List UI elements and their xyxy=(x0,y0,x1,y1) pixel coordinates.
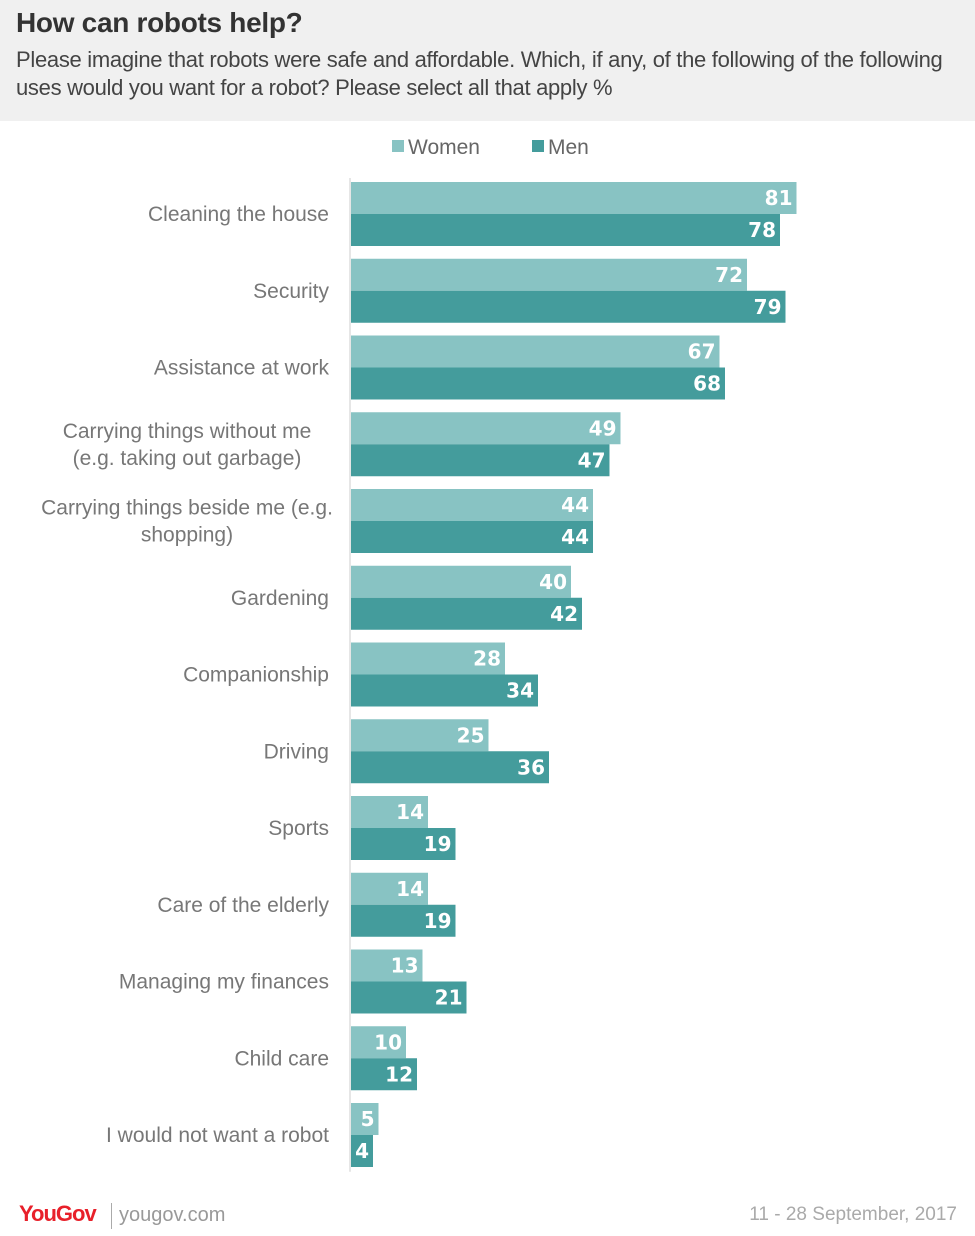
bar-women xyxy=(351,565,571,598)
chart-subtitle: Please imagine that robots were safe and… xyxy=(16,47,943,100)
legend-swatch-men xyxy=(532,140,544,153)
data-label: 78 xyxy=(748,218,776,242)
footer-divider xyxy=(111,1203,112,1229)
data-label: 81 xyxy=(765,186,793,210)
data-label: 28 xyxy=(473,647,501,671)
bar-men xyxy=(351,597,582,630)
category-label: Managing my finances xyxy=(119,971,329,994)
category-label: I would not want a robot xyxy=(106,1124,329,1147)
footer-url: yougov.com xyxy=(119,1204,226,1226)
bar-men xyxy=(351,674,538,707)
bar-men xyxy=(351,828,456,860)
bar-men xyxy=(351,444,610,477)
bar-women xyxy=(351,1026,406,1059)
bar-men xyxy=(351,904,456,937)
bar-women xyxy=(351,719,489,752)
bar-women xyxy=(351,182,797,214)
yougov-logo: YouGov xyxy=(19,1201,97,1226)
data-label: 49 xyxy=(589,416,617,440)
bar-women xyxy=(351,1103,379,1135)
data-label: 13 xyxy=(391,954,419,978)
header: How can robots help? Please imagine that… xyxy=(0,0,975,121)
category-label: Companionship xyxy=(183,664,329,687)
bar-group: Assistance at work 67 68 xyxy=(154,335,725,400)
data-label: 79 xyxy=(754,295,782,319)
data-label: 44 xyxy=(561,493,589,517)
bar-men xyxy=(351,981,467,1014)
data-label: 68 xyxy=(693,372,721,396)
category-label: Cleaning the house xyxy=(148,203,329,226)
category-label: Carrying things beside me (e.g. xyxy=(41,497,333,520)
bar-men xyxy=(351,367,725,400)
data-label: 19 xyxy=(424,832,452,856)
data-label: 34 xyxy=(506,679,534,703)
bar-men xyxy=(351,1135,373,1167)
legend-item-women: Women xyxy=(392,136,480,160)
legend-label-women: Women xyxy=(408,136,480,159)
bar-men xyxy=(351,214,780,246)
data-label: 12 xyxy=(385,1062,413,1086)
data-label: 4 xyxy=(355,1139,369,1163)
data-label: 44 xyxy=(561,525,589,549)
data-label: 5 xyxy=(361,1107,375,1131)
bar-group: Carrying things beside me (e.g. shopping)… xyxy=(41,489,593,553)
bar-men xyxy=(351,1058,417,1091)
legend-swatch-women xyxy=(392,140,404,153)
category-label: Driving xyxy=(264,740,329,763)
category-label: Child care xyxy=(234,1047,329,1070)
category-label: Carrying things without me xyxy=(63,420,312,443)
data-label: 14 xyxy=(396,877,424,901)
survey-date: 11 - 28 September, 2017 xyxy=(749,1204,957,1225)
bar-group: Carrying things without me (e.g. taking o… xyxy=(63,412,621,477)
bar-group: Cleaning the house 81 78 xyxy=(148,182,797,246)
bar-women xyxy=(351,412,621,445)
bar-group: Driving 25 36 xyxy=(264,719,549,784)
data-label: 36 xyxy=(517,755,545,779)
data-label: 72 xyxy=(715,263,743,287)
bar-men xyxy=(351,521,593,553)
bar-group: Security 72 79 xyxy=(253,258,786,323)
data-label: 25 xyxy=(457,723,485,747)
legend-label-men: Men xyxy=(548,136,589,159)
data-label: 40 xyxy=(539,570,567,594)
bar-women xyxy=(351,335,720,368)
bar-women xyxy=(351,872,428,905)
legend-item-men: Men xyxy=(532,136,589,160)
data-label: 21 xyxy=(435,986,463,1010)
bar-group: Managing my finances 13 21 xyxy=(119,949,467,1014)
data-label: 10 xyxy=(374,1030,402,1054)
bar-women xyxy=(351,489,593,521)
bar-women xyxy=(351,258,747,291)
bar-men xyxy=(351,751,549,784)
bar-group: Gardening 40 42 xyxy=(231,565,582,630)
data-label: 19 xyxy=(424,909,452,933)
bar-group: I would not want a robot 5 4 xyxy=(106,1103,379,1167)
data-label: 14 xyxy=(396,800,424,824)
category-label: Sports xyxy=(268,817,329,840)
category-label: Security xyxy=(253,280,329,303)
category-label: Gardening xyxy=(231,587,329,610)
category-label: Care of the elderly xyxy=(157,894,329,917)
bar-women xyxy=(351,642,505,675)
bar-men xyxy=(351,290,786,323)
data-label: 47 xyxy=(578,448,606,472)
category-label: Assistance at work xyxy=(154,357,330,380)
data-label: 42 xyxy=(550,602,578,626)
category-label: (e.g. taking out garbage) xyxy=(73,447,302,470)
bar-women xyxy=(351,796,428,828)
data-label: 67 xyxy=(688,340,716,364)
category-label: shopping) xyxy=(141,524,233,547)
bar-women xyxy=(351,949,423,982)
chart-title: How can robots help? xyxy=(16,7,303,38)
bar-group: Child care 10 12 xyxy=(234,1026,417,1091)
